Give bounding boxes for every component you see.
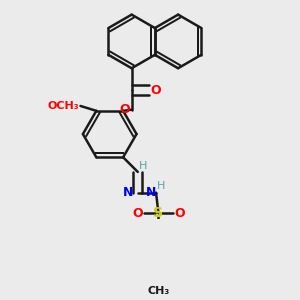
Text: H: H [157, 182, 166, 191]
Text: H: H [139, 161, 147, 171]
Text: O: O [174, 207, 185, 220]
Text: OCH₃: OCH₃ [48, 101, 79, 111]
Text: O: O [132, 207, 142, 220]
Text: N: N [123, 186, 134, 199]
Text: S: S [154, 206, 164, 220]
Text: O: O [151, 84, 161, 97]
Text: N: N [146, 186, 156, 199]
Text: O: O [120, 103, 130, 116]
Text: CH₃: CH₃ [147, 286, 170, 296]
